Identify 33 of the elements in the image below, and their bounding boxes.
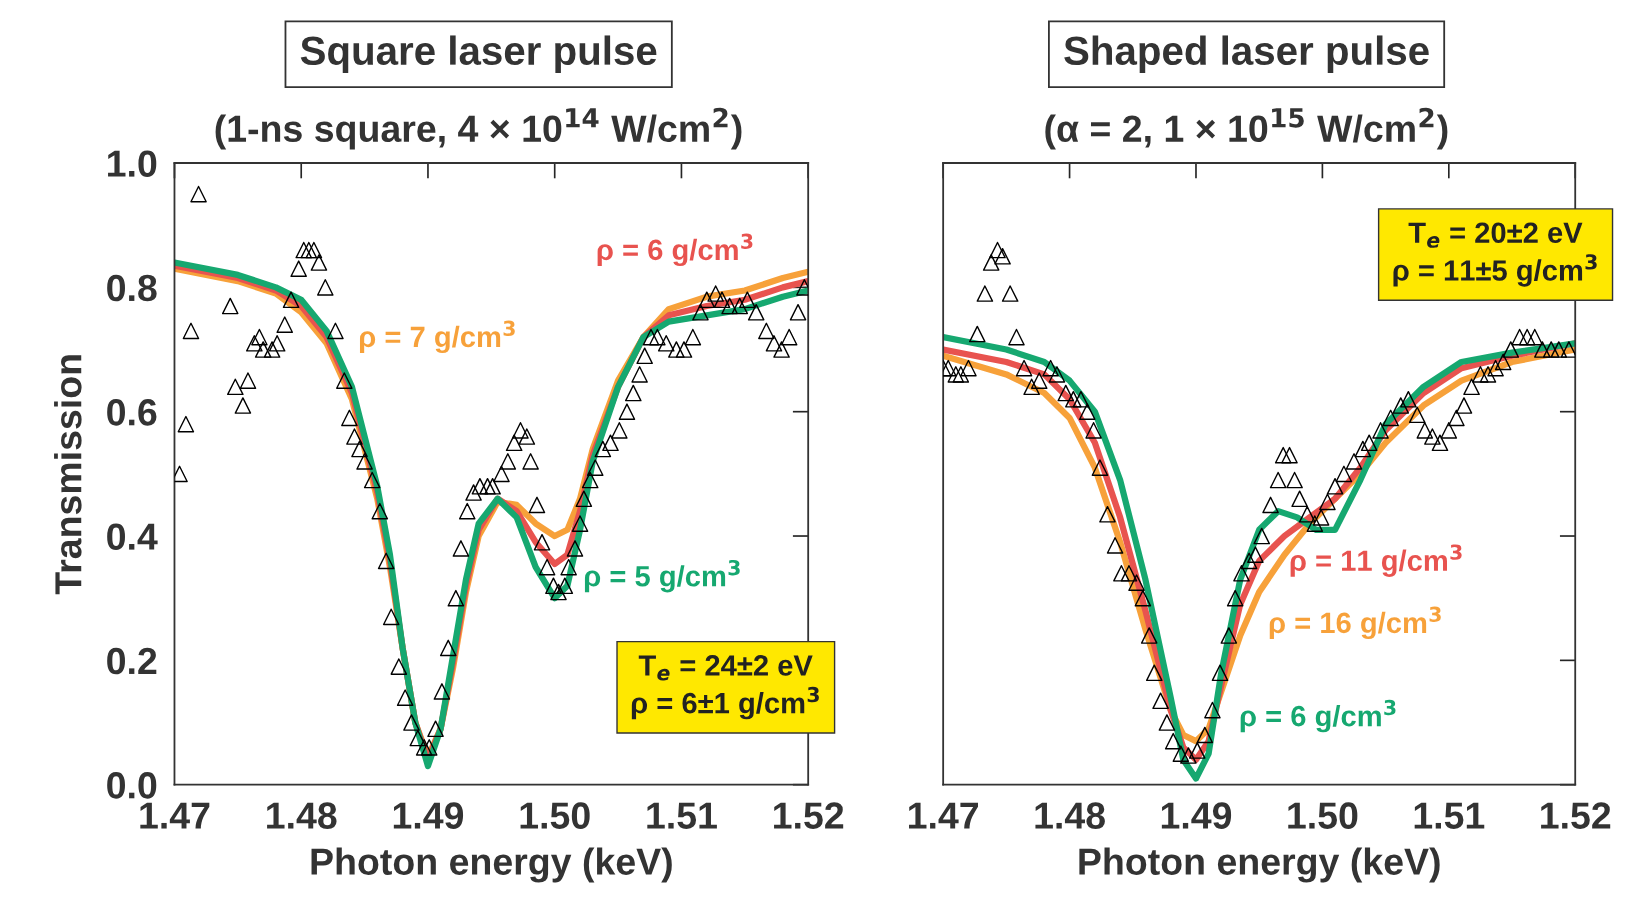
x-tick-label: 1.49 (1161, 802, 1232, 829)
series-label: ρ = 6 g/cm$^{3}$ (597, 233, 753, 267)
series-label: ρ = 5 g/cm$^{3}$ (584, 559, 740, 593)
x-tick-label: 1.52 (1541, 802, 1611, 829)
x-tick-label: 1.49 (393, 802, 464, 829)
y-tick-label: 0.0 (107, 772, 157, 799)
series-label: ρ = 7 g/cm$^{3}$ (359, 320, 515, 354)
series-label: ρ = 11 g/cm$^{3}$ (1290, 544, 1462, 577)
x-tick-label: 1.47 (909, 802, 979, 829)
y-tick-label: 0.2 (107, 647, 157, 675)
x-tick-label: 1.48 (267, 802, 337, 829)
x-tick-label: 1.51 (1414, 802, 1485, 829)
series-label: ρ = 6 g/cm$^{3}$ (1240, 699, 1396, 733)
series-label: ρ = 16 g/cm$^{3}$ (1269, 606, 1441, 640)
chart-title: Square laser pulse (300, 35, 657, 73)
y-tick-label: 0.6 (107, 399, 157, 426)
chart-subtitle: (1-ns square, 4 × 10$^{14}$ W/cm$^{2}$) (215, 107, 742, 150)
annotation: T$_{e}$ = 24±2 eV ρ = 6±1 g/cm$^{3}$ (631, 655, 819, 720)
x-axis-title: Photon energy (keV) (311, 847, 672, 883)
x-tick-label: 1.52 (774, 802, 844, 829)
y-tick-label: 0.8 (107, 274, 157, 302)
x-tick-label: 1.51 (647, 802, 717, 829)
x-tick-label: 1.50 (520, 802, 590, 829)
y-tick-label: 1.0 (108, 150, 157, 177)
x-tick-label: 1.47 (140, 802, 210, 829)
x-tick-label: 1.50 (1288, 802, 1358, 829)
x-axis-title: Photon energy (keV) (1079, 847, 1440, 883)
chart-subtitle: (α = 2, 1 × 10$^{15}$ W/cm$^{2}$) (1045, 107, 1448, 150)
y-axis-title: Transmission (54, 355, 82, 595)
annotation: T$_{e}$ = 20±2 eV ρ = 11±5 g/cm$^{3}$ (1393, 222, 1597, 287)
x-tick-label: 1.48 (1035, 802, 1105, 829)
chart-title: Shaped laser pulse (1064, 35, 1429, 73)
y-tick-label: 0.4 (107, 523, 158, 550)
